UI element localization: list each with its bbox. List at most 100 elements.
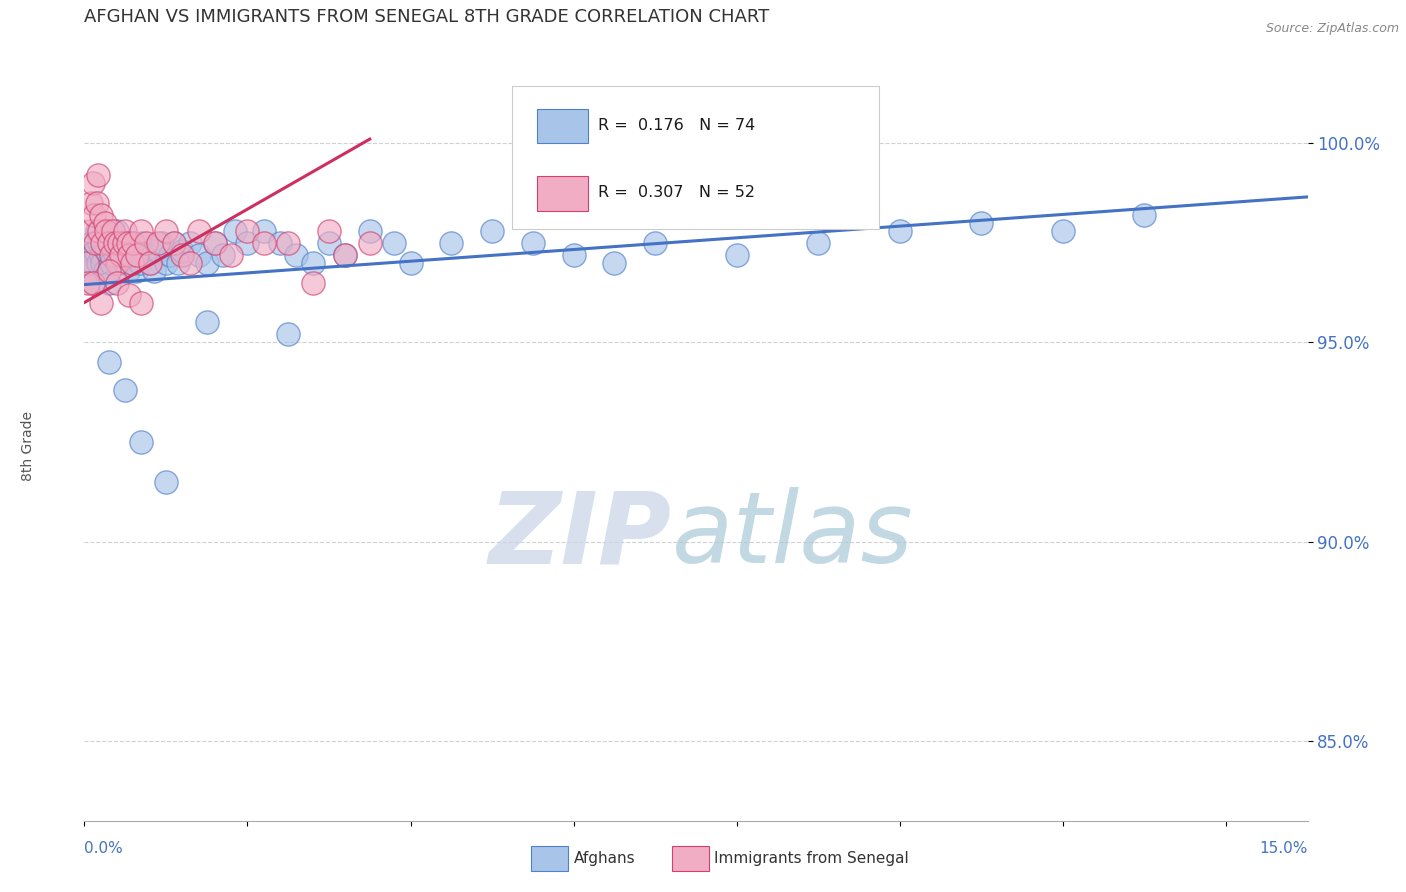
Point <box>105 255 128 269</box>
Point <box>644 235 666 250</box>
Point <box>150 235 173 250</box>
Point <box>204 235 226 250</box>
Text: atlas: atlas <box>672 487 912 584</box>
Point <box>163 235 186 250</box>
Point <box>101 224 124 238</box>
Point <box>128 255 150 269</box>
Point <box>104 248 127 262</box>
Point <box>138 255 160 269</box>
Point <box>889 224 911 238</box>
Point <box>114 383 136 397</box>
Point <box>91 235 114 250</box>
Point <box>359 224 381 238</box>
Point <box>100 255 122 269</box>
Text: Immigrants from Senegal: Immigrants from Senegal <box>714 851 910 865</box>
Point <box>118 248 141 262</box>
Point <box>84 244 107 258</box>
Point <box>104 235 127 250</box>
Point <box>562 248 585 262</box>
Point <box>91 255 114 269</box>
Point <box>105 224 128 238</box>
Point <box>1052 224 1074 238</box>
Point <box>83 276 105 290</box>
Point <box>131 235 153 250</box>
Point <box>79 263 101 277</box>
Point <box>219 248 242 262</box>
Point <box>93 216 115 230</box>
Point <box>146 244 169 258</box>
Point <box>138 255 160 269</box>
Point <box>155 224 177 238</box>
Point <box>82 176 104 190</box>
Point <box>96 224 118 238</box>
Point <box>110 244 132 258</box>
Point <box>117 263 139 277</box>
Point <box>179 235 201 250</box>
Point <box>97 276 120 290</box>
Point <box>127 248 149 262</box>
Point <box>167 255 190 269</box>
Point <box>236 235 259 250</box>
Point <box>121 255 143 269</box>
Point <box>122 255 145 269</box>
Point <box>82 255 104 269</box>
Point <box>253 224 276 238</box>
Point <box>1133 208 1156 222</box>
Point <box>131 224 153 238</box>
Point <box>318 224 340 238</box>
Point <box>603 255 626 269</box>
Point <box>107 235 129 250</box>
Point <box>93 263 115 277</box>
Point <box>155 475 177 489</box>
Text: Afghans: Afghans <box>574 851 636 865</box>
Text: 0.0%: 0.0% <box>84 840 124 855</box>
Point <box>107 255 129 269</box>
Point <box>277 327 299 342</box>
Point <box>172 248 194 262</box>
Point <box>96 244 118 258</box>
Point <box>86 195 108 210</box>
Text: AFGHAN VS IMMIGRANTS FROM SENEGAL 8TH GRADE CORRELATION CHART: AFGHAN VS IMMIGRANTS FROM SENEGAL 8TH GR… <box>84 8 769 27</box>
Point <box>399 255 422 269</box>
Point <box>204 235 226 250</box>
Point <box>82 276 104 290</box>
Point <box>87 224 110 238</box>
Point <box>125 263 148 277</box>
FancyBboxPatch shape <box>513 87 880 228</box>
Point <box>335 248 357 262</box>
Point <box>86 224 108 238</box>
Point <box>79 224 101 238</box>
Point <box>187 248 209 262</box>
Text: 8th Grade: 8th Grade <box>21 411 35 481</box>
Point <box>212 248 235 262</box>
Point <box>146 235 169 250</box>
Point <box>382 235 405 250</box>
Point <box>481 224 503 238</box>
Point <box>110 248 132 262</box>
Point <box>122 235 145 250</box>
Point <box>131 295 153 310</box>
Point <box>285 248 308 262</box>
Point <box>163 235 186 250</box>
Point <box>97 235 120 250</box>
Point <box>236 224 259 238</box>
Point <box>224 224 246 238</box>
Point <box>76 255 98 269</box>
Point <box>172 244 194 258</box>
Point <box>195 255 218 269</box>
FancyBboxPatch shape <box>537 177 588 211</box>
Point <box>97 263 120 277</box>
Point <box>269 235 291 250</box>
Point <box>114 255 136 269</box>
Point <box>335 248 357 262</box>
Text: ZIP: ZIP <box>488 487 672 584</box>
Point <box>84 235 107 250</box>
Point <box>100 248 122 262</box>
Point <box>318 235 340 250</box>
Point <box>87 168 110 182</box>
Point <box>159 248 181 262</box>
Point <box>359 235 381 250</box>
Point <box>301 276 323 290</box>
Point <box>179 255 201 269</box>
Point <box>725 248 748 262</box>
